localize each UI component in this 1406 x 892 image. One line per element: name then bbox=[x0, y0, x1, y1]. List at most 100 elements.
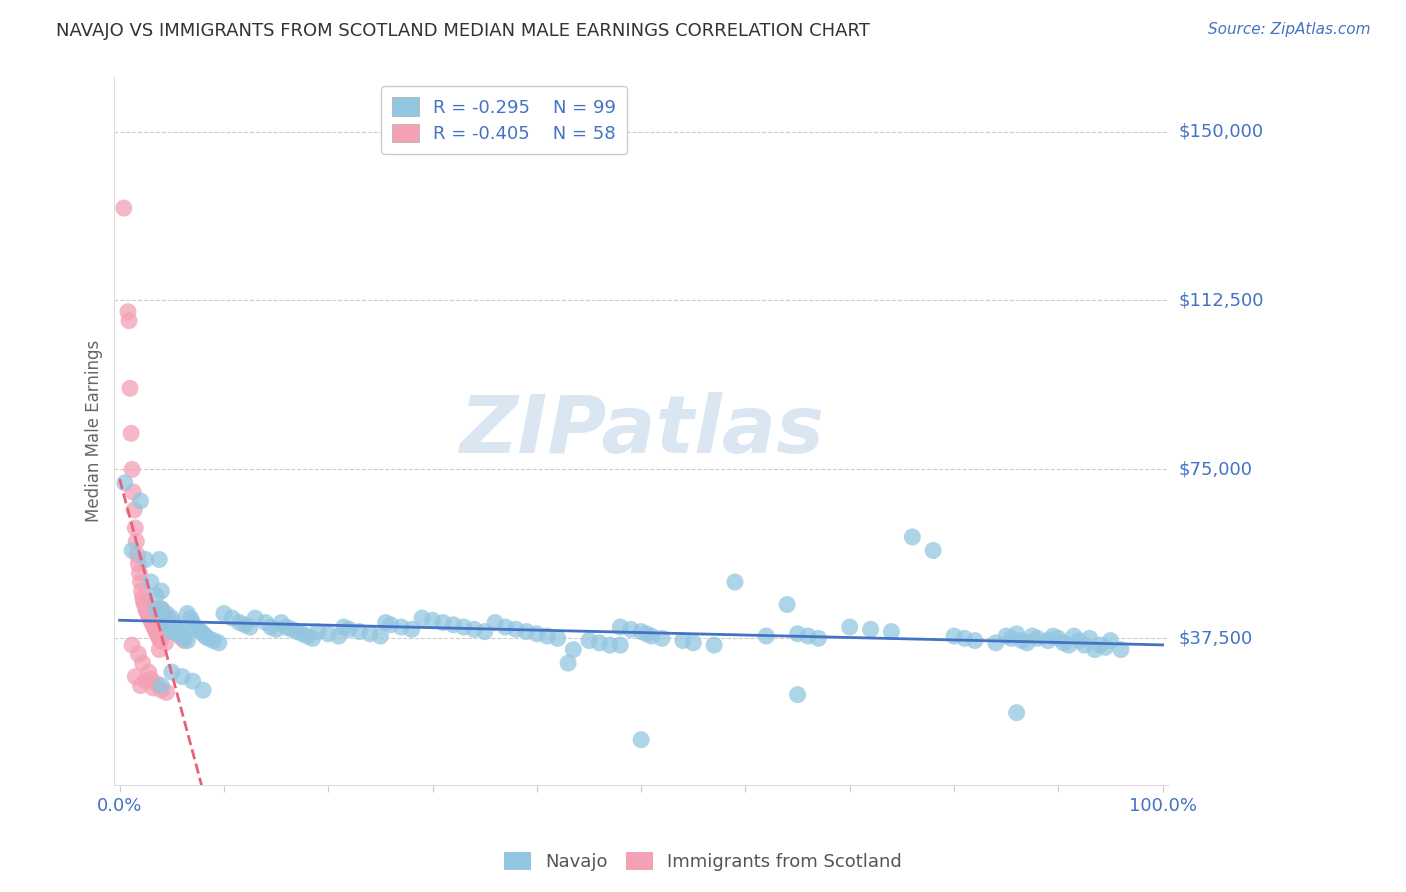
Point bbox=[333, 620, 356, 634]
Point bbox=[139, 574, 162, 589]
Point bbox=[155, 615, 177, 630]
Point bbox=[142, 617, 165, 632]
Point bbox=[1088, 638, 1111, 652]
Point bbox=[1073, 638, 1095, 652]
Point bbox=[150, 584, 173, 599]
Point bbox=[349, 624, 371, 639]
Text: $150,000: $150,000 bbox=[1180, 122, 1264, 141]
Point bbox=[121, 462, 143, 476]
Point bbox=[138, 608, 160, 623]
Point bbox=[682, 636, 704, 650]
Point bbox=[380, 617, 402, 632]
Point bbox=[149, 633, 172, 648]
Point bbox=[337, 623, 360, 637]
Point bbox=[1052, 636, 1074, 650]
Point bbox=[166, 620, 188, 634]
Point bbox=[1026, 632, 1049, 646]
Point bbox=[609, 620, 631, 634]
Point bbox=[1000, 632, 1022, 646]
Point bbox=[169, 629, 191, 643]
Point bbox=[228, 615, 250, 630]
Point bbox=[145, 589, 167, 603]
Point bbox=[132, 595, 155, 609]
Point bbox=[453, 620, 475, 634]
Point bbox=[139, 613, 162, 627]
Point bbox=[285, 624, 308, 639]
Point bbox=[755, 629, 778, 643]
Point bbox=[165, 624, 187, 639]
Point bbox=[609, 638, 631, 652]
Text: $75,000: $75,000 bbox=[1180, 460, 1253, 478]
Point bbox=[145, 624, 167, 639]
Point bbox=[172, 670, 194, 684]
Point bbox=[191, 683, 214, 698]
Point bbox=[401, 623, 423, 637]
Point bbox=[807, 632, 830, 646]
Point bbox=[786, 627, 808, 641]
Point bbox=[260, 620, 283, 634]
Point bbox=[1063, 629, 1085, 643]
Point bbox=[155, 611, 177, 625]
Point bbox=[124, 521, 146, 535]
Point bbox=[1078, 632, 1101, 646]
Point bbox=[159, 617, 181, 632]
Point bbox=[135, 552, 157, 566]
Point bbox=[160, 624, 183, 639]
Point bbox=[276, 620, 298, 634]
Point bbox=[131, 656, 153, 670]
Point bbox=[389, 620, 412, 634]
Point bbox=[135, 674, 157, 689]
Point bbox=[797, 629, 820, 643]
Point bbox=[131, 584, 153, 599]
Point bbox=[1015, 636, 1038, 650]
Point bbox=[134, 598, 156, 612]
Point bbox=[176, 633, 198, 648]
Point bbox=[191, 627, 214, 641]
Point bbox=[129, 494, 152, 508]
Point bbox=[125, 534, 148, 549]
Point bbox=[146, 627, 169, 641]
Point bbox=[120, 426, 142, 441]
Point bbox=[131, 591, 153, 605]
Point bbox=[181, 674, 204, 689]
Point bbox=[1099, 633, 1122, 648]
Point bbox=[1021, 629, 1043, 643]
Point bbox=[121, 543, 143, 558]
Point bbox=[1005, 627, 1028, 641]
Point bbox=[1047, 632, 1070, 646]
Point bbox=[122, 503, 145, 517]
Point bbox=[202, 633, 225, 648]
Point bbox=[152, 607, 174, 621]
Point bbox=[441, 617, 464, 632]
Point bbox=[1042, 629, 1064, 643]
Point bbox=[1094, 640, 1116, 655]
Point bbox=[630, 624, 652, 639]
Text: ZIPatlas: ZIPatlas bbox=[458, 392, 824, 470]
Point bbox=[370, 629, 392, 643]
Point bbox=[239, 620, 262, 634]
Point bbox=[1084, 642, 1107, 657]
Point bbox=[943, 629, 966, 643]
Point bbox=[291, 627, 314, 641]
Point bbox=[143, 623, 166, 637]
Point bbox=[880, 624, 903, 639]
Point bbox=[636, 627, 658, 641]
Point bbox=[167, 627, 190, 641]
Point bbox=[166, 627, 188, 641]
Point bbox=[301, 632, 323, 646]
Point bbox=[148, 632, 170, 646]
Text: Source: ZipAtlas.com: Source: ZipAtlas.com bbox=[1208, 22, 1371, 37]
Point bbox=[297, 629, 319, 643]
Point bbox=[963, 633, 986, 648]
Y-axis label: Median Male Earnings: Median Male Earnings bbox=[86, 340, 103, 522]
Point bbox=[118, 314, 141, 328]
Point bbox=[145, 676, 167, 690]
Point bbox=[160, 611, 183, 625]
Point bbox=[142, 681, 165, 695]
Point bbox=[901, 530, 924, 544]
Point bbox=[117, 304, 139, 318]
Point bbox=[208, 636, 231, 650]
Point bbox=[307, 624, 329, 639]
Point bbox=[127, 548, 149, 562]
Point bbox=[212, 607, 235, 621]
